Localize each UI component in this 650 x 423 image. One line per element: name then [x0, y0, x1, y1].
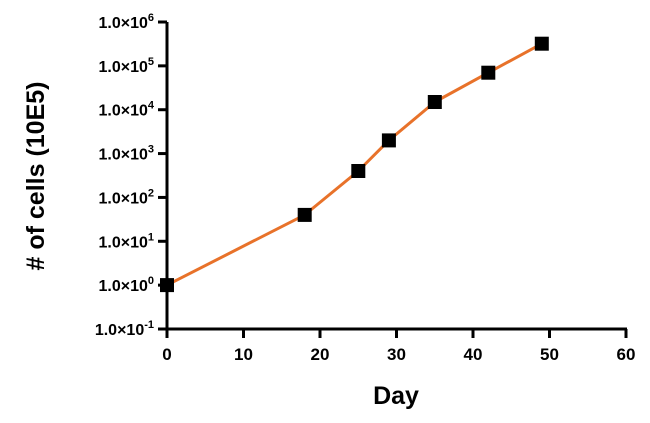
y-tick-mantissa: 1.0×10	[98, 190, 147, 207]
y-tick-mantissa: 1.0×10	[98, 59, 147, 76]
y-tick-label: 1.0×106	[98, 12, 154, 32]
y-tick-label: 1.0×103	[98, 144, 154, 164]
y-tick-label: 1.0×10-1	[95, 319, 154, 339]
y-tick-mantissa: 1.0×10	[98, 234, 147, 251]
x-tick-label: 0	[162, 345, 171, 364]
data-point	[297, 207, 312, 222]
y-tick-exponent: 6	[148, 12, 154, 24]
data-point	[160, 278, 174, 293]
x-axis-title: Day	[373, 382, 419, 410]
x-tick-label: 20	[311, 345, 330, 364]
y-axis-title: # of cells (10E5)	[22, 82, 50, 271]
x-tick-label: 50	[540, 345, 559, 364]
y-tick-exponent: 1	[148, 231, 154, 243]
y-tick-exponent: 0	[148, 275, 154, 287]
y-tick-exponent: 3	[148, 144, 154, 156]
x-tick-label: 40	[464, 345, 483, 364]
y-tick-exponent: 5	[148, 56, 154, 68]
y-tick-exponent: 4	[148, 100, 155, 112]
data-point	[381, 133, 396, 148]
y-tick-exponent: -1	[144, 319, 154, 331]
axes: 0 10 20 30 40 50 601.0×1061.0×1051.0×1041.0×10…	[95, 12, 636, 364]
y-tick-label: 1.0×100	[98, 275, 154, 295]
y-tick-label: 1.0×101	[98, 231, 154, 251]
y-tick-mantissa: 1.0×10	[95, 322, 144, 339]
y-tick-mantissa: 1.0×10	[98, 103, 147, 120]
axis-titles: Day # of cells (10E5)	[22, 82, 419, 410]
y-tick-mantissa: 1.0×10	[98, 278, 147, 295]
data-point	[481, 65, 496, 80]
data-point	[351, 164, 366, 178]
y-tick-label: 1.0×105	[98, 56, 154, 76]
x-tick-label: 60	[617, 345, 636, 364]
y-tick-label: 1.0×104	[98, 100, 154, 120]
y-tick-exponent: 2	[148, 187, 154, 199]
data-point	[534, 36, 549, 51]
series-layer	[160, 36, 549, 293]
y-tick-label: 1.0×102	[98, 187, 154, 207]
y-tick-mantissa: 1.0×10	[98, 147, 147, 164]
y-tick-mantissa: 1.0×10	[98, 15, 147, 32]
x-tick-label: 30	[387, 345, 406, 364]
data-point	[427, 95, 442, 109]
x-tick-label: 10	[234, 345, 253, 364]
